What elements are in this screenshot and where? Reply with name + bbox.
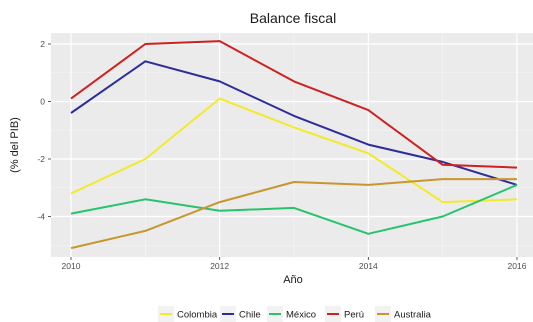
y-tick-label: 0 [40, 97, 45, 107]
x-tick-label: 2016 [508, 261, 527, 271]
y-axis-ticks: 2 0 -2 -4 [37, 39, 51, 222]
legend-label: Perú [344, 310, 364, 321]
x-tick-label: 2012 [210, 261, 229, 271]
legend-label: Colombia [177, 310, 218, 321]
y-tick-label: 2 [40, 39, 45, 49]
series-line-australia [70, 178, 517, 250]
legend: Colombia Chile México Perú Australia [158, 306, 432, 322]
series-line-mxico [70, 183, 518, 235]
series-line-chile [70, 60, 518, 186]
y-tick-label: -4 [37, 212, 45, 222]
plot-panel [51, 33, 533, 257]
series-line-per [70, 40, 518, 169]
x-axis-title: Año [283, 274, 303, 286]
x-tick-label: 2014 [359, 261, 378, 271]
legend-label: Chile [239, 310, 261, 321]
legend-label: Australia [394, 310, 432, 321]
series-line-colombia [70, 97, 518, 204]
x-tick-label: 2010 [62, 261, 81, 271]
y-tick-label: -2 [37, 154, 45, 164]
grid-lines [51, 33, 533, 257]
x-axis-ticks: 2010 2012 2014 2016 [62, 257, 527, 271]
legend-label: México [286, 310, 316, 321]
y-axis-title: (% del PIB) [9, 117, 21, 173]
chart-title: Balance fiscal [250, 10, 336, 26]
series-lines [70, 40, 518, 250]
